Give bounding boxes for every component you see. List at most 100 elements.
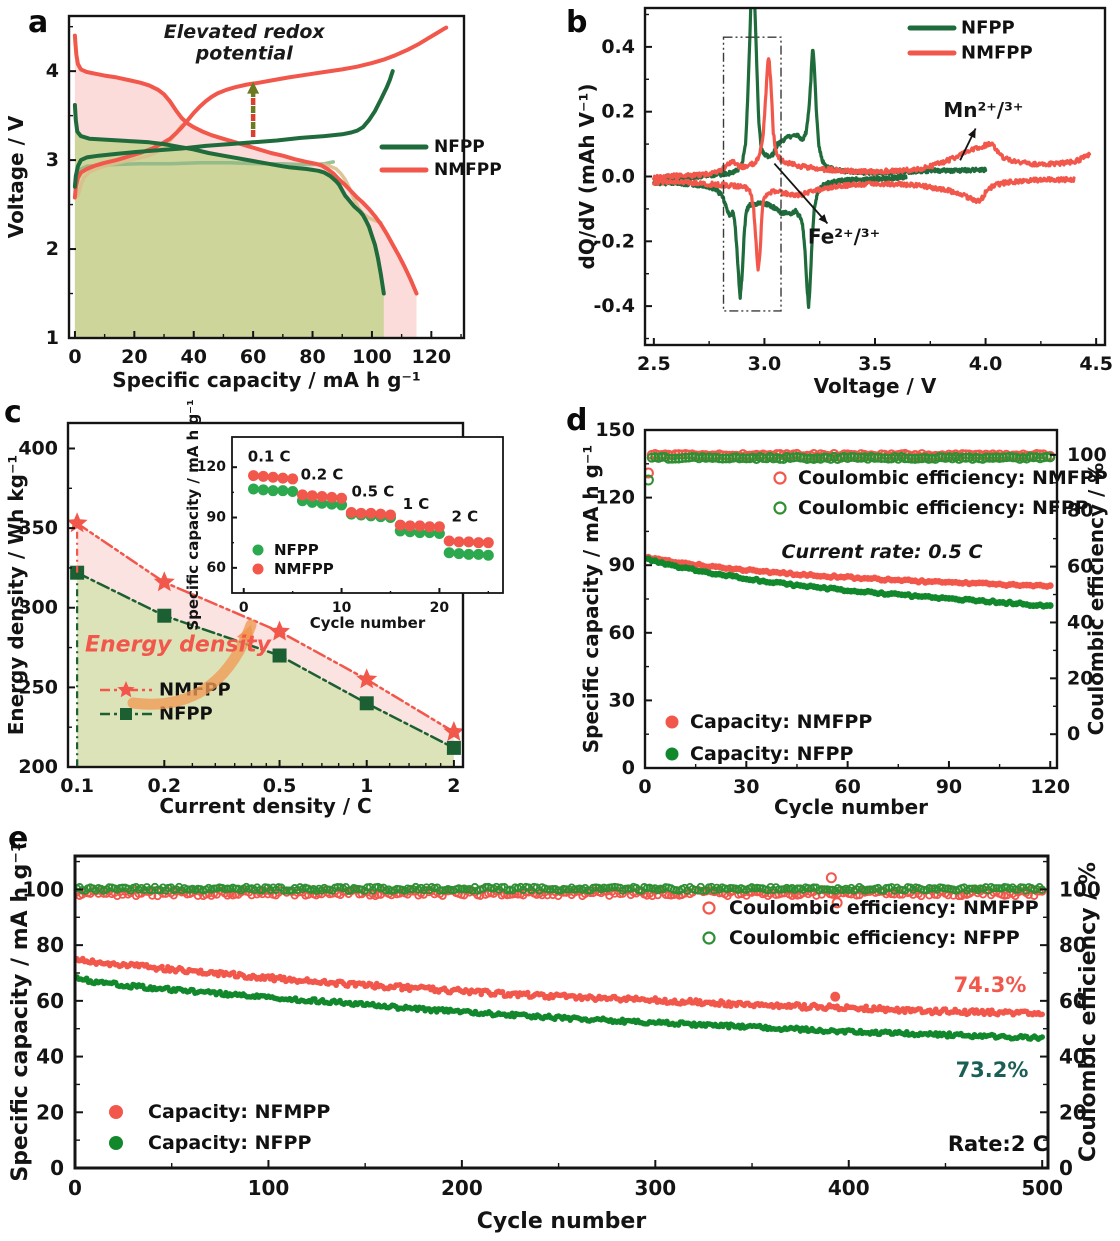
panel-label-d: d [566, 403, 588, 438]
svg-text:3: 3 [46, 149, 59, 171]
svg-text:0: 0 [50, 1156, 64, 1180]
svg-text:NMFPP: NMFPP [274, 560, 334, 578]
svg-text:150: 150 [595, 419, 635, 441]
svg-text:NFPP: NFPP [434, 137, 485, 157]
svg-text:Specific capacity / mA h g⁻¹: Specific capacity / mA h g⁻¹ [579, 445, 603, 753]
svg-text:80: 80 [299, 346, 325, 368]
svg-text:Voltage / V: Voltage / V [4, 115, 28, 238]
svg-text:100: 100 [248, 1176, 290, 1200]
svg-text:-0.4: -0.4 [593, 295, 635, 317]
svg-text:100: 100 [1067, 444, 1107, 466]
svg-text:Voltage / V: Voltage / V [814, 374, 937, 398]
svg-text:300: 300 [634, 1176, 676, 1200]
svg-text:0.2: 0.2 [147, 775, 181, 797]
svg-text:74.3%: 74.3% [954, 973, 1027, 997]
svg-text:0: 0 [68, 1176, 82, 1200]
svg-text:120: 120 [595, 487, 635, 509]
svg-text:Specific capacity / mA h g⁻¹: Specific capacity / mA h g⁻¹ [184, 400, 202, 631]
cycling-2c-chart: 0 100 200 300 400 500020406080100020406080100… [8, 842, 1101, 1234]
panel-label-c: c [4, 395, 22, 430]
svg-text:200: 200 [441, 1176, 483, 1200]
svg-text:73.2%: 73.2% [956, 1058, 1029, 1082]
svg-text:2: 2 [447, 775, 460, 797]
svg-text:NMFPP: NMFPP [961, 43, 1033, 64]
svg-text:100: 100 [352, 346, 392, 368]
svg-text:0.1: 0.1 [60, 775, 94, 797]
svg-text:20: 20 [1059, 1100, 1087, 1124]
svg-text:dQ/dV (mAh V⁻¹): dQ/dV (mAh V⁻¹) [575, 84, 599, 270]
svg-text:Current density / C: Current density / C [159, 794, 371, 818]
svg-text:60: 60 [834, 776, 860, 798]
svg-text:300: 300 [18, 597, 58, 619]
svg-text:0: 0 [68, 346, 81, 368]
svg-text:potential: potential [195, 42, 294, 64]
svg-text:60: 60 [240, 346, 266, 368]
svg-text:90: 90 [207, 510, 227, 526]
svg-text:Cycle number: Cycle number [310, 614, 426, 632]
svg-text:90: 90 [609, 554, 635, 576]
svg-text:Rate:2 C: Rate:2 C [948, 1132, 1048, 1156]
svg-text:0: 0 [622, 757, 635, 779]
svg-text:NFPP: NFPP [274, 541, 319, 559]
svg-text:Current rate: 0.5 C: Current rate: 0.5 C [782, 541, 983, 563]
svg-text:80: 80 [1067, 500, 1093, 522]
svg-text:60: 60 [207, 560, 227, 576]
svg-text:120: 120 [411, 346, 451, 368]
svg-text:60: 60 [1059, 989, 1087, 1013]
svg-text:120: 120 [197, 459, 226, 475]
svg-text:0.5 C: 0.5 C [351, 483, 394, 501]
svg-text:20: 20 [430, 600, 450, 616]
svg-text:30: 30 [733, 776, 759, 798]
svg-text:100: 100 [1059, 877, 1101, 901]
svg-text:Coulombic efficiency: NMFPP: Coulombic efficiency: NMFPP [798, 467, 1108, 489]
svg-text:350: 350 [18, 517, 58, 539]
svg-text:4: 4 [46, 60, 59, 82]
panel-label-b: b [566, 5, 588, 40]
svg-text:0.2: 0.2 [601, 101, 635, 123]
svg-text:0: 0 [239, 600, 249, 616]
svg-text:0: 0 [638, 776, 651, 798]
svg-text:NMFPP: NMFPP [434, 160, 502, 180]
svg-text:Fe²⁺/³⁺: Fe²⁺/³⁺ [808, 224, 880, 248]
voltage-capacity-chart: 0 20 40 60 80 100 120 1 2 3 4 Specific capacity / m… [4, 14, 502, 392]
svg-text:20: 20 [1067, 667, 1093, 689]
svg-text:400: 400 [18, 437, 58, 459]
svg-text:Coulombic efficiency: NFPP: Coulombic efficiency: NFPP [729, 927, 1020, 949]
svg-text:2.5: 2.5 [637, 353, 671, 375]
panel-label-a: a [28, 5, 49, 40]
svg-text:3.0: 3.0 [748, 353, 782, 375]
svg-text:NFPP: NFPP [961, 18, 1015, 39]
svg-text:40: 40 [1059, 1045, 1087, 1069]
svg-text:Coulombic efficiency: NFPP: Coulombic efficiency: NFPP [798, 497, 1089, 519]
svg-text:2 C: 2 C [452, 508, 479, 526]
svg-text:20: 20 [121, 346, 147, 368]
svg-text:250: 250 [18, 676, 58, 698]
svg-text:100: 100 [22, 877, 64, 901]
svg-text:Elevated redox: Elevated redox [164, 21, 326, 43]
svg-text:Capacity: NFPP: Capacity: NFPP [148, 1132, 311, 1154]
svg-text:120: 120 [1030, 776, 1070, 798]
svg-text:40: 40 [1067, 611, 1093, 633]
svg-text:Capacity: NFMPP: Capacity: NFMPP [148, 1101, 330, 1123]
svg-text:NFPP: NFPP [159, 704, 213, 725]
svg-text:500: 500 [1021, 1176, 1063, 1200]
svg-text:80: 80 [36, 933, 64, 957]
cycling-05c-chart: 0 30 60 90 120 0 30 60 90 120 150 0 20 40 60 80 100 Cycle… [579, 419, 1108, 818]
svg-text:0.2 C: 0.2 C [301, 466, 344, 484]
svg-text:Capacity: NMFPP: Capacity: NMFPP [690, 711, 872, 733]
svg-text:0.0: 0.0 [601, 166, 635, 188]
dqdv-voltage-chart: 2.5 3.0 3.5 4.0 4.5 0.4 0.2 0.0 -0.2 -0.4 Voltage … [575, 6, 1113, 398]
panel-label-e: e [8, 821, 29, 856]
svg-text:60: 60 [609, 622, 635, 644]
svg-text:10: 10 [332, 600, 352, 616]
svg-text:-0.2: -0.2 [593, 230, 635, 252]
svg-text:1 C: 1 C [403, 495, 430, 513]
svg-text:0: 0 [1059, 1156, 1073, 1180]
svg-text:Energy density: Energy density [85, 633, 273, 658]
svg-text:Coulombic efficiency / %: Coulombic efficiency / % [1084, 463, 1108, 736]
svg-text:3.5: 3.5 [858, 353, 892, 375]
svg-text:Specific capacity / mA h g⁻¹: Specific capacity / mA h g⁻¹ [112, 368, 420, 392]
svg-text:60: 60 [1067, 556, 1093, 578]
